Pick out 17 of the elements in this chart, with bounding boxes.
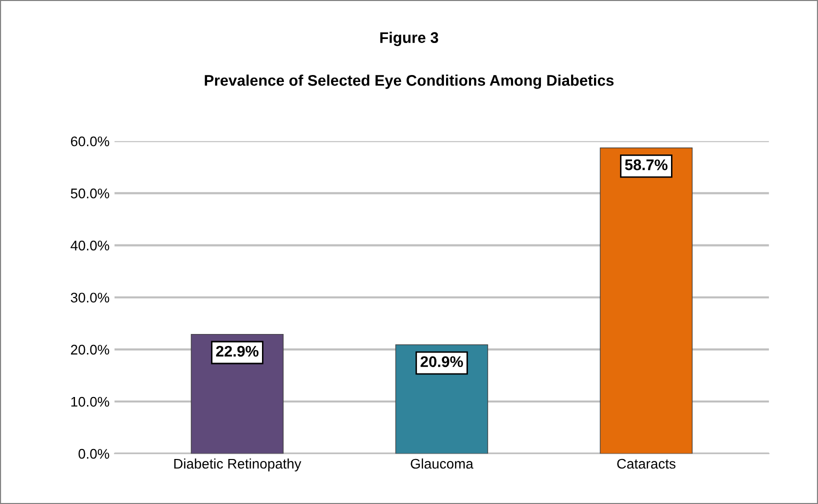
- y-tick-label: 50.0%: [70, 188, 110, 198]
- data-label: 20.9%: [420, 356, 463, 368]
- bar: [600, 148, 693, 454]
- y-tick-label: 30.0%: [70, 292, 110, 303]
- chart-title: Figure 3: [380, 32, 438, 46]
- y-tick-label: 40.0%: [70, 240, 110, 250]
- y-tick-label: 20.0%: [70, 344, 110, 355]
- bar: [190, 334, 284, 454]
- x-tick-label: Glaucoma: [410, 458, 474, 469]
- y-tick-label: 60.0%: [70, 136, 110, 146]
- chart-subtitle: Prevalence of Selected Eye Conditions Among Diabetics: [204, 74, 614, 89]
- data-label: 22.9%: [216, 346, 258, 357]
- y-tick-label: 10.0%: [71, 396, 110, 407]
- x-tick-label: Diabetic Retinopathy: [174, 458, 302, 472]
- y-tick-label: 0.0%: [78, 448, 110, 459]
- x-tick-label: Cataracts: [617, 458, 676, 469]
- data-label: 58.7%: [625, 159, 668, 170]
